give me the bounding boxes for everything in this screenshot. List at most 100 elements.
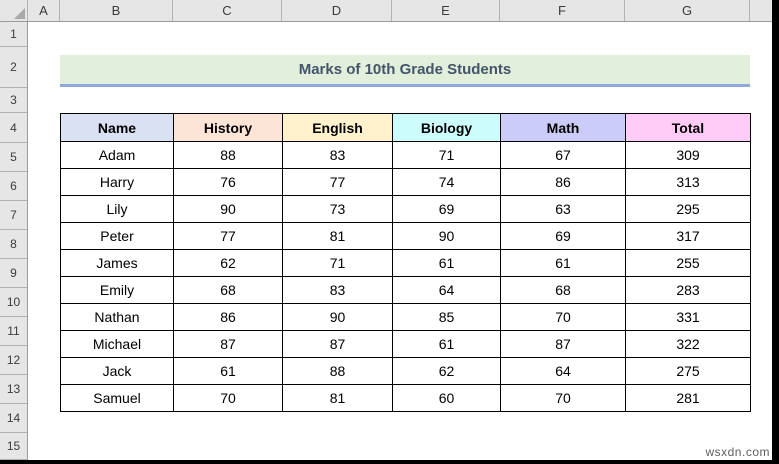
- cell-history[interactable]: 77: [173, 222, 283, 250]
- cell-math[interactable]: 70: [500, 303, 626, 331]
- cell-math[interactable]: 86: [500, 168, 626, 196]
- cell-total[interactable]: 317: [625, 222, 751, 250]
- cell-biology[interactable]: 64: [392, 276, 501, 304]
- row-header-15[interactable]: 15: [0, 433, 27, 460]
- cell-math[interactable]: 68: [500, 276, 626, 304]
- row-header-7[interactable]: 7: [0, 201, 27, 230]
- cell-history[interactable]: 88: [173, 141, 283, 169]
- cell-biology[interactable]: 61: [392, 330, 501, 358]
- table-header-row: Name History English Biology Math Total: [60, 113, 751, 142]
- cell-english[interactable]: 77: [282, 168, 393, 196]
- row-header-3[interactable]: 3: [0, 88, 27, 113]
- cell-total[interactable]: 309: [625, 141, 751, 169]
- row-header-10[interactable]: 10: [0, 288, 27, 317]
- cell-name[interactable]: Lily: [60, 195, 174, 223]
- cell-math[interactable]: 70: [500, 384, 626, 412]
- cell-biology[interactable]: 71: [392, 141, 501, 169]
- table-row-peter: Peter 77 81 90 69 317: [60, 222, 751, 250]
- row-header-5[interactable]: 5: [0, 143, 27, 172]
- column-header-F[interactable]: F: [500, 0, 625, 21]
- row-header-1[interactable]: 1: [0, 22, 27, 47]
- table-header-history[interactable]: History: [173, 113, 283, 142]
- cell-history[interactable]: 70: [173, 384, 283, 412]
- cell-english[interactable]: 81: [282, 222, 393, 250]
- cell-history[interactable]: 68: [173, 276, 283, 304]
- cell-total[interactable]: 281: [625, 384, 751, 412]
- cell-total[interactable]: 283: [625, 276, 751, 304]
- select-all-corner[interactable]: [0, 0, 28, 21]
- column-header-partial[interactable]: [750, 0, 772, 21]
- row-header-9[interactable]: 9: [0, 259, 27, 288]
- column-header-G[interactable]: G: [625, 0, 750, 21]
- cell-name[interactable]: Peter: [60, 222, 174, 250]
- row-header-8[interactable]: 8: [0, 230, 27, 259]
- cell-total[interactable]: 255: [625, 249, 751, 277]
- cell-english[interactable]: 87: [282, 330, 393, 358]
- cell-english[interactable]: 90: [282, 303, 393, 331]
- row-header-11[interactable]: 11: [0, 317, 27, 346]
- table-header-english[interactable]: English: [282, 113, 393, 142]
- cell-math[interactable]: 63: [500, 195, 626, 223]
- title-banner-cell[interactable]: Marks of 10th Grade Students: [60, 55, 750, 87]
- cell-math[interactable]: 67: [500, 141, 626, 169]
- cell-english[interactable]: 81: [282, 384, 393, 412]
- table-header-name[interactable]: Name: [60, 113, 174, 142]
- cell-biology[interactable]: 90: [392, 222, 501, 250]
- cell-name[interactable]: Samuel: [60, 384, 174, 412]
- table-header-biology[interactable]: Biology: [392, 113, 501, 142]
- cell-name[interactable]: James: [60, 249, 174, 277]
- watermark-text: wsxdn.com: [705, 445, 770, 459]
- cell-biology[interactable]: 60: [392, 384, 501, 412]
- cell-total[interactable]: 313: [625, 168, 751, 196]
- cell-name[interactable]: Michael: [60, 330, 174, 358]
- cell-history[interactable]: 90: [173, 195, 283, 223]
- cell-name[interactable]: Nathan: [60, 303, 174, 331]
- row-header-4[interactable]: 4: [0, 113, 27, 143]
- cell-total[interactable]: 331: [625, 303, 751, 331]
- column-header-A[interactable]: A: [28, 0, 60, 21]
- cell-math[interactable]: 87: [500, 330, 626, 358]
- cell-english[interactable]: 73: [282, 195, 393, 223]
- cell-english[interactable]: 88: [282, 357, 393, 385]
- cell-english[interactable]: 71: [282, 249, 393, 277]
- cell-name[interactable]: Jack: [60, 357, 174, 385]
- cell-math[interactable]: 64: [500, 357, 626, 385]
- cell-math[interactable]: 61: [500, 249, 626, 277]
- table-row-michael: Michael 87 87 61 87 322: [60, 330, 751, 358]
- cell-history[interactable]: 76: [173, 168, 283, 196]
- column-header-D[interactable]: D: [282, 0, 392, 21]
- cell-math[interactable]: 69: [500, 222, 626, 250]
- cell-biology[interactable]: 74: [392, 168, 501, 196]
- cell-name[interactable]: Harry: [60, 168, 174, 196]
- cell-name[interactable]: Adam: [60, 141, 174, 169]
- cell-biology[interactable]: 85: [392, 303, 501, 331]
- row-header-13[interactable]: 13: [0, 375, 27, 404]
- column-header-E[interactable]: E: [392, 0, 500, 21]
- row-header-6[interactable]: 6: [0, 172, 27, 201]
- table-header-math[interactable]: Math: [500, 113, 626, 142]
- cell-name[interactable]: Emily: [60, 276, 174, 304]
- cell-biology[interactable]: 69: [392, 195, 501, 223]
- marks-table: Name History English Biology Math Total Adam 8…: [60, 113, 751, 412]
- cell-history[interactable]: 61: [173, 357, 283, 385]
- cell-history[interactable]: 86: [173, 303, 283, 331]
- cell-biology[interactable]: 61: [392, 249, 501, 277]
- cell-total[interactable]: 295: [625, 195, 751, 223]
- cell-total[interactable]: 322: [625, 330, 751, 358]
- cell-english[interactable]: 83: [282, 141, 393, 169]
- row-header-14[interactable]: 14: [0, 404, 27, 433]
- bottom-black-bar: [0, 460, 779, 464]
- row-header-12[interactable]: 12: [0, 346, 27, 375]
- table-header-total[interactable]: Total: [625, 113, 751, 142]
- cell-history[interactable]: 87: [173, 330, 283, 358]
- column-header-B[interactable]: B: [60, 0, 173, 21]
- column-header-C[interactable]: C: [173, 0, 282, 21]
- cell-biology[interactable]: 62: [392, 357, 501, 385]
- row-header-2[interactable]: 2: [0, 47, 27, 88]
- cell-history[interactable]: 62: [173, 249, 283, 277]
- table-row-jack: Jack 61 88 62 64 275: [60, 357, 751, 385]
- cell-english[interactable]: 83: [282, 276, 393, 304]
- cell-total[interactable]: 275: [625, 357, 751, 385]
